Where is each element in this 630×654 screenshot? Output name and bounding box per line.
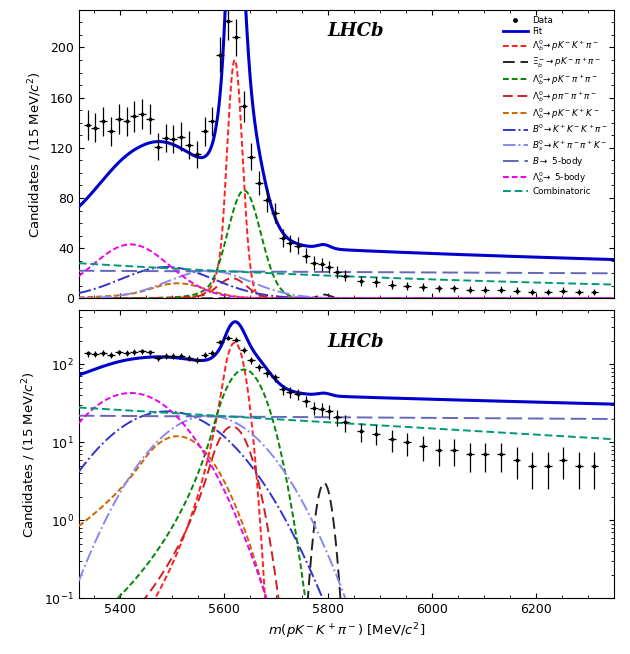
X-axis label: $m(pK^-K^+\pi^-)$ [MeV/$c^2$]: $m(pK^-K^+\pi^-)$ [MeV/$c^2$] [268,622,425,642]
Y-axis label: Candidates / (15 MeV/$c^2$): Candidates / (15 MeV/$c^2$) [27,71,45,237]
Y-axis label: Candidates / (15 MeV/$c^2$): Candidates / (15 MeV/$c^2$) [21,371,38,538]
Text: LHCb: LHCb [328,334,384,351]
Text: LHCb: LHCb [328,22,384,40]
Legend: Data, Fit, $\Lambda_b^0\!\to pK^-K^+\pi^-$, $\Xi_b^-\!\to pK^-\pi^+\pi^-$, $\Lam: Data, Fit, $\Lambda_b^0\!\to pK^-K^+\pi^… [500,12,612,199]
